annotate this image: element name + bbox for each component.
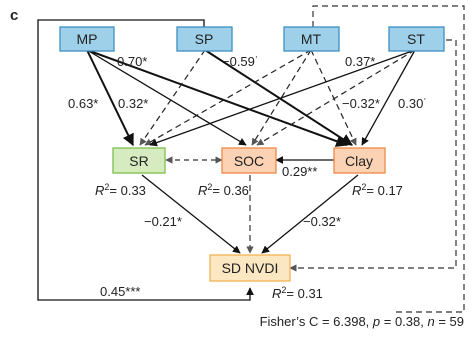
arrow-mp-soc xyxy=(86,49,247,146)
arrow-st-clay xyxy=(361,49,416,146)
coef-st-sr: 0.37* xyxy=(345,54,375,69)
arrow-mt-sr xyxy=(144,49,312,146)
node-st-label: ST xyxy=(407,31,425,47)
arrow-sp-clay xyxy=(204,49,354,146)
r2-sr-value: = 0.33 xyxy=(109,183,146,198)
arrow-mt-clay xyxy=(310,49,357,146)
node-clay-label: Clay xyxy=(345,153,373,169)
arrow-st-sr xyxy=(149,49,416,147)
panel-label: c xyxy=(10,7,18,24)
coef-st-clay: 0.30˙ xyxy=(398,96,428,111)
r2-soc: R2= 0.36 xyxy=(198,182,249,198)
node-soc: SOC xyxy=(221,147,277,174)
coef-mp-sr-b: 0.32* xyxy=(118,96,148,111)
svg-text:R2= 0.33: R2= 0.33 xyxy=(95,182,146,198)
model-fit-footer: Fisher’s C = 6.398, p = 0.38, n = 59 xyxy=(260,314,464,329)
r2-sr: R2= 0.33 xyxy=(95,182,146,198)
coef-mp-sr: 0.63* xyxy=(68,96,98,111)
mt-to-sdnvdi-dashed-path xyxy=(312,5,465,313)
arrow-mp-clay xyxy=(86,49,349,147)
node-sp: SP xyxy=(176,26,233,52)
node-mp-label: MP xyxy=(77,31,98,47)
node-clay: Clay xyxy=(333,147,386,174)
coef-clay-soc: 0.29** xyxy=(282,164,317,179)
arrow-sp-sr xyxy=(139,49,206,146)
mp-to-sdnvdi-long-path xyxy=(37,45,254,301)
svg-text:R2= 0.36: R2= 0.36 xyxy=(198,182,249,198)
arrow-clay-sdnvdi xyxy=(261,174,359,254)
svg-text:R2= 0.17: R2= 0.17 xyxy=(352,182,403,198)
node-mt: MT xyxy=(283,26,340,52)
arrow-mp-sr xyxy=(86,49,134,147)
coef-mp-sdnvdi-long: 0.45*** xyxy=(100,284,140,299)
coef-mp-clay: 0.70* xyxy=(117,54,147,69)
r2-clay-value: = 0.17 xyxy=(366,183,403,198)
coef-sp-clay: −0.59˙ xyxy=(222,54,259,69)
arrow-sr-sdnvdi xyxy=(141,174,241,254)
coef-st-soc: −0.32* xyxy=(342,96,380,111)
node-mt-label: MT xyxy=(301,31,322,47)
svg-text:R2= 0.31: R2= 0.31 xyxy=(272,285,323,301)
arrow-st-soc xyxy=(256,49,416,146)
node-sr-label: SR xyxy=(129,153,148,169)
coef-sr-sdnvdi: −0.21* xyxy=(144,214,182,229)
r2-sdnvdi: R2= 0.31 xyxy=(272,285,323,301)
r2-sdnvdi-value: = 0.31 xyxy=(286,286,323,301)
st-to-sdnvdi-dashed-path xyxy=(289,39,457,272)
node-soc-label: SOC xyxy=(234,153,264,169)
node-sdnvdi: SD NVDI xyxy=(209,254,291,282)
coef-clay-sdnvdi: −0.32* xyxy=(303,214,341,229)
r2-soc-value: = 0.36 xyxy=(212,183,249,198)
node-mp: MP xyxy=(59,26,115,52)
r2-clay: R2= 0.17 xyxy=(352,182,403,198)
node-sp-label: SP xyxy=(195,31,214,47)
node-st: ST xyxy=(388,26,445,52)
node-sdnvdi-label: SD NVDI xyxy=(222,260,279,276)
node-sr: SR xyxy=(112,147,166,174)
